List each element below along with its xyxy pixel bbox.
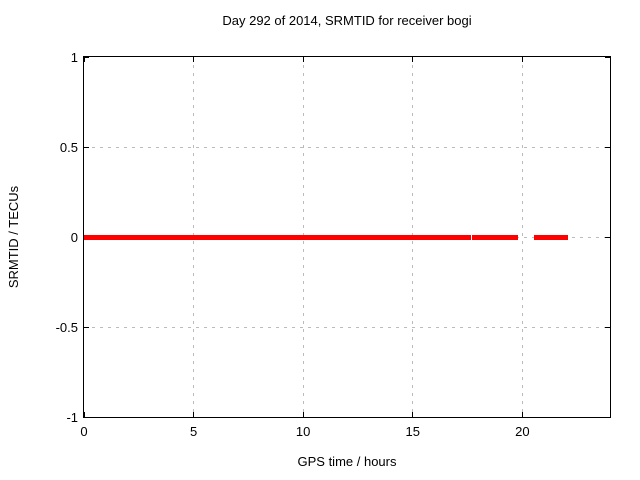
- data-segment: [478, 234, 488, 240]
- data-segment: [241, 234, 248, 240]
- y-tick-mark: [605, 146, 610, 148]
- data-segment: [395, 234, 404, 240]
- data-segment: [432, 234, 439, 240]
- x-tick-mark: [302, 57, 304, 62]
- data-segment: [247, 234, 255, 240]
- data-segment: [512, 234, 518, 240]
- data-segment: [188, 234, 202, 240]
- data-segment: [559, 234, 568, 240]
- plot-area: [83, 56, 611, 418]
- data-segment: [222, 234, 229, 240]
- data-segment: [236, 234, 245, 240]
- data-segment: [206, 234, 213, 240]
- chart-title: Day 292 of 2014, SRMTID for receiver bog…: [222, 13, 472, 28]
- x-tick-mark: [83, 57, 85, 62]
- y-tick-mark: [84, 146, 89, 148]
- x-axis-label: GPS time / hours: [297, 454, 397, 469]
- y-tick-mark: [605, 416, 610, 418]
- y-tick-label: 0: [70, 230, 78, 245]
- data-segment: [349, 234, 398, 240]
- x-tick-mark: [412, 57, 414, 62]
- data-segment: [283, 234, 294, 240]
- data-segment: [533, 234, 540, 240]
- data-segment: [144, 234, 154, 240]
- x-tick-mark: [412, 412, 414, 417]
- data-segment: [92, 234, 109, 240]
- data-segment: [215, 234, 222, 240]
- data-segment: [338, 234, 346, 240]
- data-segment: [484, 234, 495, 240]
- data-segment: [291, 234, 339, 240]
- data-segment: [263, 234, 280, 240]
- y-gridline: [84, 146, 610, 148]
- x-tick-label: 5: [189, 424, 198, 439]
- y-tick-mark: [84, 416, 89, 418]
- y-tick-mark: [84, 56, 89, 58]
- data-segment: [83, 234, 95, 240]
- data-segment: [491, 234, 502, 240]
- data-segment: [201, 234, 209, 240]
- data-segment: [453, 234, 460, 240]
- y-tick-mark: [605, 56, 610, 58]
- data-segment: [252, 234, 266, 240]
- data-segment: [536, 234, 557, 240]
- y-tick-label: -1: [66, 410, 78, 425]
- data-segment: [227, 234, 234, 240]
- y-tick-label: 0.5: [59, 140, 78, 155]
- data-segment: [117, 234, 133, 240]
- data-segment: [138, 234, 147, 240]
- x-tick-mark: [302, 412, 304, 417]
- data-segment: [106, 234, 120, 240]
- data-segment: [174, 234, 186, 240]
- y-tick-mark: [605, 326, 610, 328]
- data-segment: [181, 234, 189, 240]
- data-segment: [471, 234, 483, 240]
- y-tick-mark: [605, 236, 610, 238]
- data-segment: [231, 234, 237, 240]
- y-tick-label: 1: [70, 50, 78, 65]
- x-tick-mark: [193, 412, 195, 417]
- data-segment: [405, 234, 413, 240]
- x-tick-label: 10: [295, 424, 311, 439]
- data-segment: [554, 234, 561, 240]
- x-tick-mark: [193, 57, 195, 62]
- data-segment: [343, 234, 352, 240]
- x-tick-mark: [521, 412, 523, 417]
- data-segment: [501, 234, 513, 240]
- data-segment: [411, 234, 436, 240]
- data-segment: [458, 234, 467, 240]
- y-gridline: [84, 326, 610, 328]
- data-segment: [448, 234, 455, 240]
- data-segment: [402, 234, 409, 240]
- data-segment: [464, 234, 471, 240]
- data-segment: [131, 234, 141, 240]
- y-tick-mark: [84, 326, 89, 328]
- data-segment: [163, 234, 177, 240]
- x-tick-label: 15: [405, 424, 420, 439]
- data-segment: [151, 234, 165, 240]
- data-segment: [209, 234, 218, 240]
- x-tick-label: 0: [80, 424, 88, 439]
- y-tick-label: -0.5: [55, 320, 78, 335]
- data-segment: [277, 234, 286, 240]
- data-segment: [437, 234, 451, 240]
- x-tick-mark: [521, 57, 523, 62]
- x-tick-mark: [83, 412, 85, 417]
- x-tick-label: 20: [515, 424, 530, 439]
